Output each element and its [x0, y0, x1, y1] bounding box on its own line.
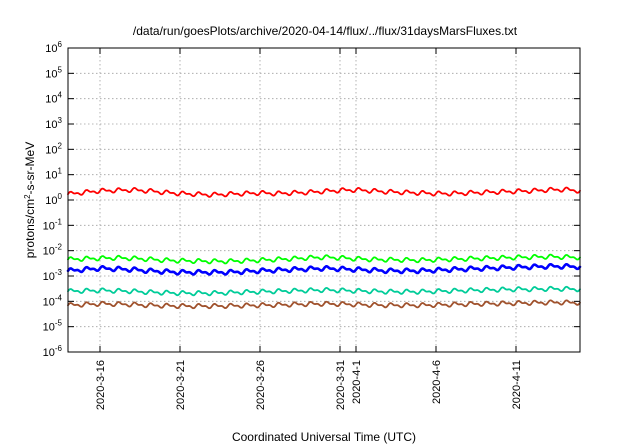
x-axis-label: Coordinated Universal Time (UTC)	[232, 430, 416, 444]
y-tick-label: 100	[45, 192, 62, 207]
x-tick-label: 2020-3-21	[175, 360, 187, 410]
grid-lines	[68, 48, 580, 352]
y-tick-label: 10-1	[43, 217, 63, 232]
y-axis-label-main: protons/cm	[23, 199, 37, 258]
y-tick-label: 101	[45, 167, 62, 182]
chart-title: /data/run/goesPlots/archive/2020-04-14/f…	[133, 24, 518, 38]
y-tick-label: 10-5	[43, 319, 63, 334]
y-tick-label: 10-3	[43, 268, 63, 283]
y-tick-label: 10-6	[43, 344, 63, 359]
y-tick-label: 106	[45, 40, 62, 55]
x-tick-labels: 2020-3-16 2020-3-21 2020-3-26 2020-3-31 2020…	[95, 360, 523, 410]
y-axis-label-sup: 2	[23, 194, 32, 199]
y-axis-label: protons/cm2-s-sr-MeV	[23, 142, 37, 258]
y-tick-label: 10-4	[43, 293, 63, 308]
y-tick-label: 103	[45, 116, 62, 131]
x-tick-label: 2020-4-1	[351, 360, 363, 404]
y-tick-label: 10-2	[43, 243, 63, 258]
series-line-2	[67, 253, 581, 265]
y-tick-label: 102	[45, 141, 62, 156]
series-line-5	[67, 299, 581, 310]
series-line-1	[67, 186, 581, 198]
y-tick-label: 105	[45, 65, 62, 80]
axis-ticks	[68, 47, 580, 353]
x-tick-label: 2020-3-16	[95, 360, 107, 410]
y-axis-label-rest: -s-sr-MeV	[23, 142, 37, 195]
y-tick-labels: 10-6 10-5 10-4 10-3 10-2 10-1 100 101 102 103 104 1…	[43, 40, 63, 359]
x-tick-label: 2020-4-6	[431, 360, 443, 404]
x-tick-label: 2020-3-31	[335, 360, 347, 410]
series-line-3	[66, 262, 582, 276]
x-tick-label: 2020-4-11	[511, 360, 523, 409]
y-tick-label: 104	[45, 91, 62, 106]
series-line-4	[67, 285, 581, 297]
series-layer	[66, 186, 582, 310]
x-tick-label: 2020-3-26	[255, 360, 267, 410]
